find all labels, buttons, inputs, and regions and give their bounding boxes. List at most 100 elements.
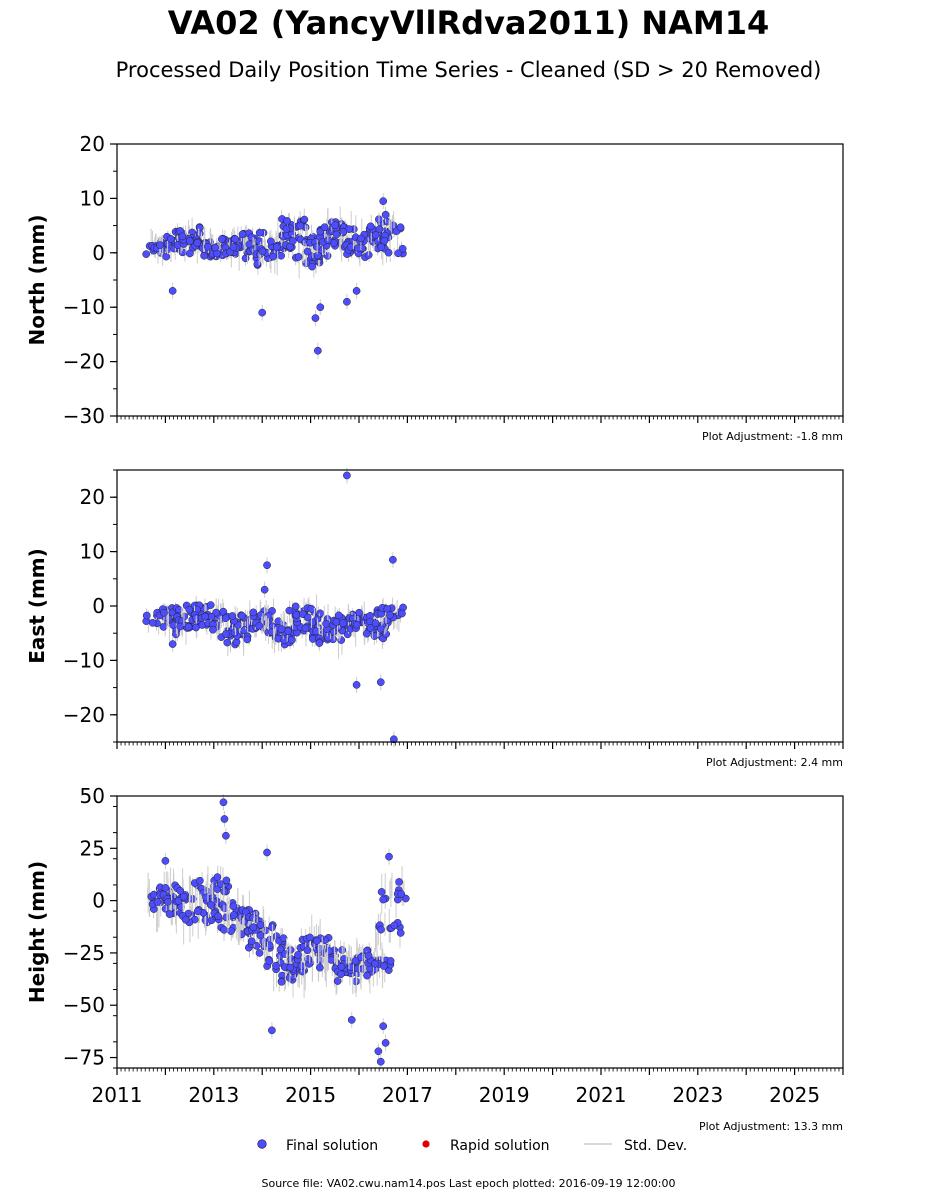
data-point (230, 628, 239, 637)
data-point (249, 608, 258, 617)
data-point (277, 625, 286, 633)
data-point (202, 893, 210, 902)
data-point (294, 253, 303, 261)
data-point (229, 902, 238, 911)
legend-final-label: Final solution (286, 1138, 379, 1154)
data-point (223, 638, 232, 647)
data-point (296, 221, 305, 230)
data-point (269, 252, 278, 261)
y-tick-label: 25 (80, 836, 105, 860)
data-point (288, 237, 297, 245)
data-point (214, 912, 222, 921)
data-point (227, 927, 235, 935)
data-point (161, 857, 170, 865)
data-point (240, 626, 249, 635)
data-point (396, 929, 405, 937)
data-point (294, 951, 302, 959)
panel-1-data (142, 467, 407, 748)
data-point (255, 622, 264, 630)
data-point (249, 923, 258, 932)
data-point (231, 235, 239, 243)
data-point (274, 617, 283, 626)
data-point (397, 890, 406, 898)
x-tick-label: 2019 (479, 1083, 530, 1107)
data-point (281, 950, 290, 958)
data-point (377, 925, 385, 934)
data-point (315, 639, 324, 647)
legend-std-label: Std. Dev. (624, 1138, 688, 1154)
data-point (222, 831, 230, 840)
data-point (260, 585, 269, 594)
legend-final-marker (256, 1138, 268, 1154)
data-point (352, 287, 361, 295)
data-point (379, 895, 388, 904)
data-point (337, 970, 345, 979)
data-point (211, 243, 219, 252)
data-point (306, 933, 314, 942)
data-point (255, 949, 264, 957)
data-point (166, 235, 175, 243)
x-tick-label: 2015 (285, 1083, 336, 1107)
data-point (196, 876, 204, 885)
data-point (267, 237, 275, 246)
data-point (219, 607, 228, 616)
data-point (222, 630, 230, 639)
data-point (390, 921, 399, 930)
data-point (396, 223, 405, 232)
data-point (159, 623, 168, 631)
y-tick-label: −50 (63, 993, 105, 1017)
data-point (201, 612, 209, 621)
source-note: Source file: VA02.cwu.nam14.pos Last epo… (261, 1177, 676, 1190)
data-point (375, 225, 384, 233)
data-point (268, 1026, 276, 1035)
data-point (376, 1057, 385, 1066)
y-tick-label: 50 (80, 784, 105, 808)
data-point (238, 611, 246, 620)
data-point (220, 815, 229, 823)
data-point (228, 612, 237, 620)
data-point (347, 1016, 356, 1024)
data-point (376, 678, 385, 687)
data-point (346, 243, 355, 251)
data-point (286, 963, 295, 972)
legend-rapid-label: Rapid solution (450, 1138, 550, 1154)
data-point (161, 884, 170, 892)
data-point (316, 303, 325, 312)
data-point (160, 608, 168, 617)
data-point (363, 971, 371, 980)
y-tick-label: 20 (80, 132, 105, 156)
data-point (206, 601, 215, 609)
y-tick-label: 10 (80, 186, 105, 210)
data-point (288, 636, 296, 644)
panel-2-data (147, 794, 410, 1070)
data-point (282, 225, 291, 233)
data-point (371, 231, 380, 239)
data-point (168, 287, 177, 295)
panel-1: 20 10 0 −10 −20 East (mm) Plot Adjustment: 2.4… (25, 467, 844, 769)
y-axis-label: East (mm) (25, 548, 49, 664)
y-tick-label: −25 (63, 941, 105, 965)
data-point (313, 936, 321, 945)
data-point (312, 627, 320, 636)
data-point (374, 1047, 383, 1056)
data-point (389, 555, 397, 564)
data-point (142, 611, 151, 620)
data-point (322, 619, 330, 628)
data-point (272, 243, 281, 251)
data-point (331, 221, 340, 229)
legend-std-marker (584, 1138, 612, 1154)
data-point (181, 915, 190, 924)
data-point (229, 911, 238, 919)
data-point (301, 624, 310, 633)
x-tick-label: 2023 (672, 1083, 723, 1107)
data-point (313, 251, 322, 260)
data-point (258, 247, 267, 256)
y-tick-label: 10 (80, 540, 105, 564)
data-point (220, 925, 228, 934)
data-point (315, 963, 324, 972)
data-point (379, 962, 388, 970)
data-point (185, 605, 194, 614)
data-point (265, 957, 274, 966)
data-point (381, 1039, 390, 1047)
